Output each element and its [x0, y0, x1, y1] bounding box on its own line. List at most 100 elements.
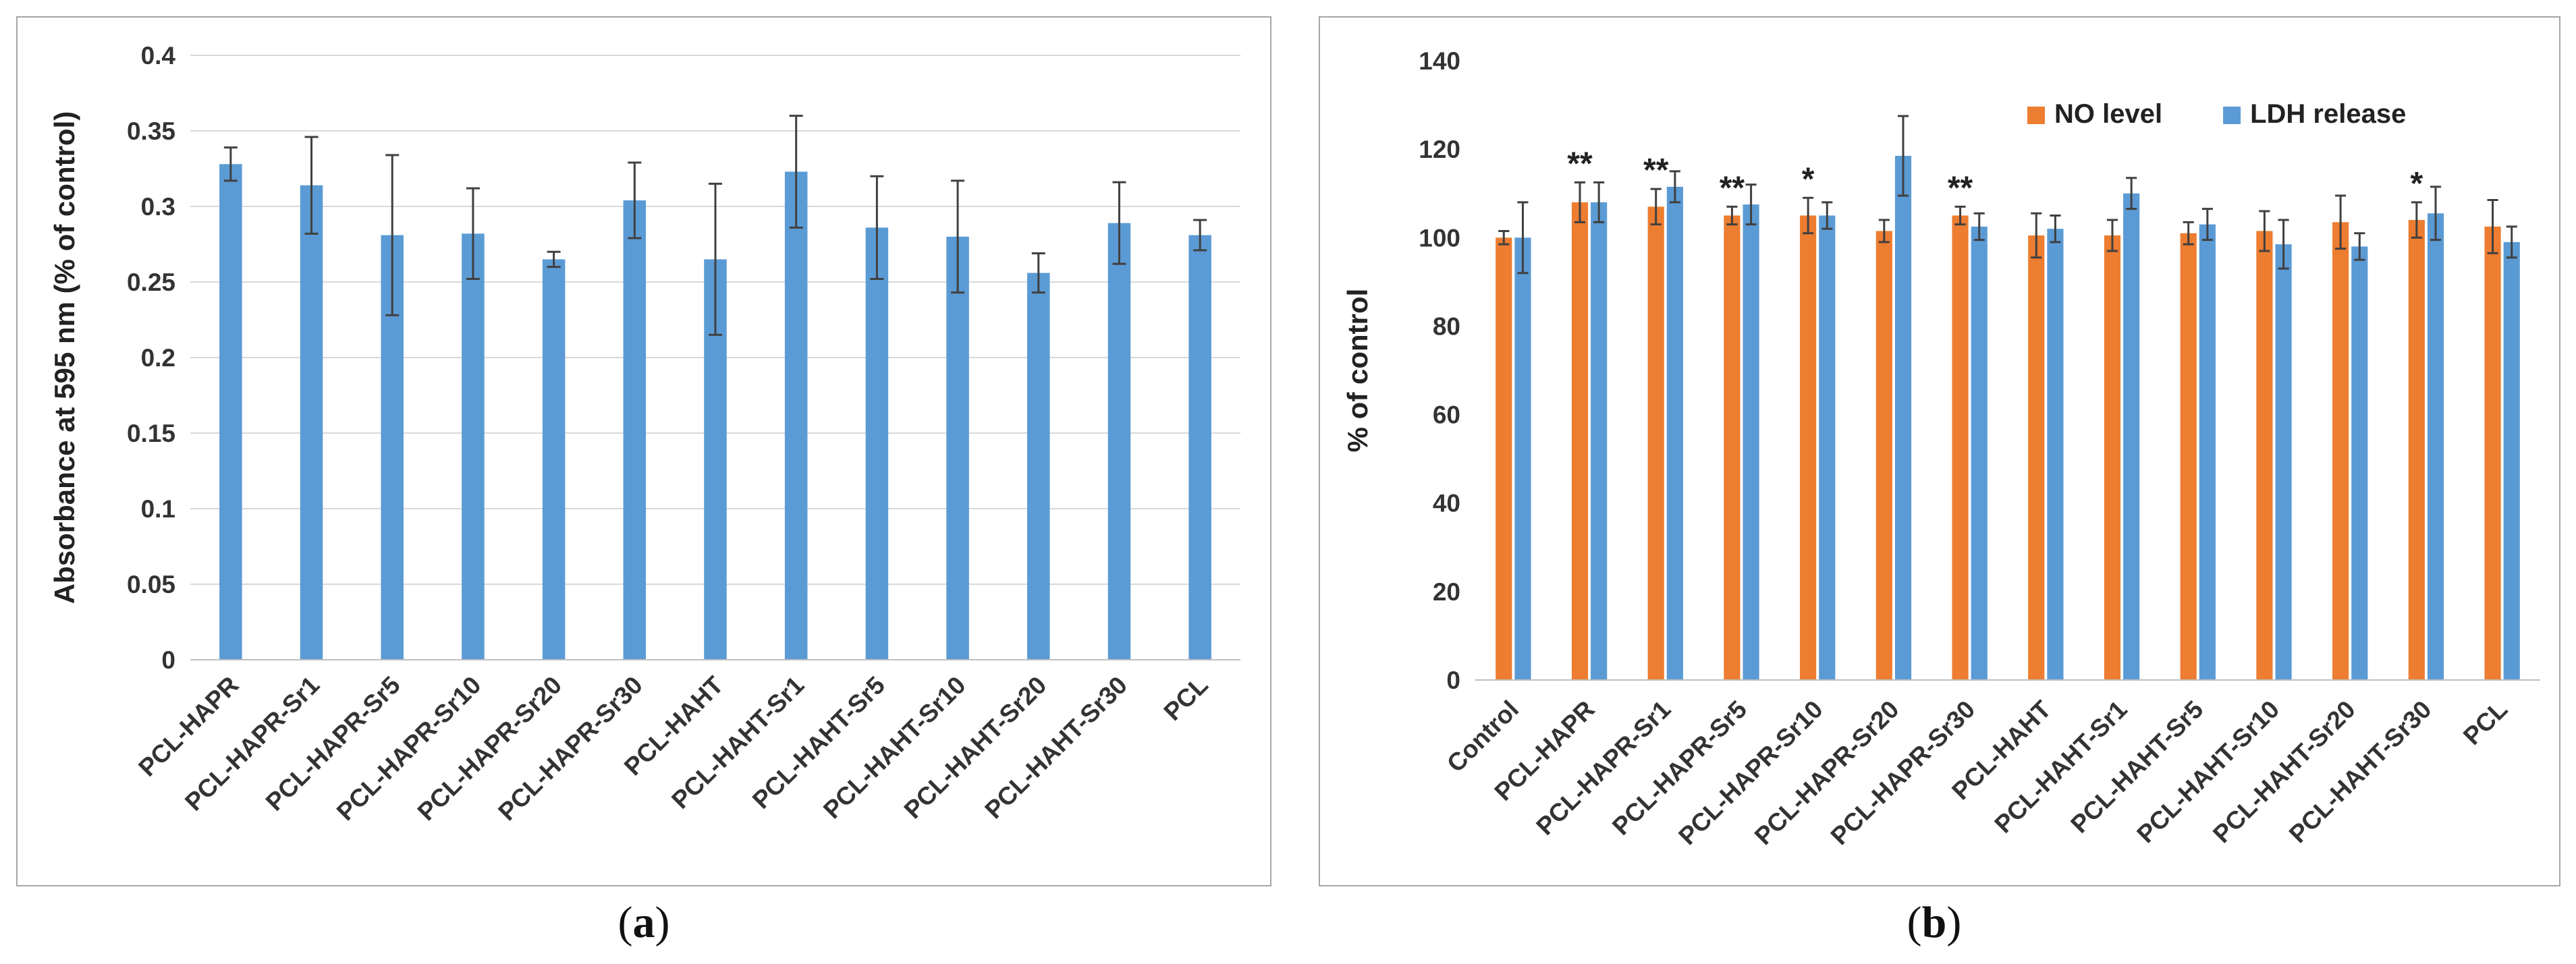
- panel-b-caption: (b): [1907, 898, 1962, 947]
- bar: [1819, 215, 1836, 680]
- bar: [2123, 193, 2140, 680]
- error-bar: [1726, 205, 1738, 226]
- bar: [2503, 242, 2520, 680]
- panel-b-frame: ** ** ** * ** * 0 20 40 60 80 100 120 140 Control PCL…: [1319, 16, 2560, 886]
- bar: [1188, 235, 1211, 660]
- legend-label: NO level: [2054, 99, 2162, 129]
- error-bar: [1650, 188, 1662, 226]
- error-bar: [2050, 215, 2061, 244]
- bar: [2180, 233, 2197, 680]
- error-bar: [1803, 196, 1814, 235]
- error-bar: [1821, 201, 1833, 230]
- y-tick-label: 0.15: [127, 420, 175, 447]
- error-bar: [2354, 232, 2365, 261]
- bar: [1591, 202, 1608, 680]
- x-tick-label: PCL-HAPR-Sr20: [412, 671, 568, 826]
- x-tick-label: PCL-HAPR-Sr30: [493, 671, 648, 826]
- bar: [2028, 235, 2045, 680]
- significance-marker: **: [1643, 152, 1669, 188]
- panel-a-caption: (a): [618, 898, 670, 947]
- bar: [1875, 231, 1892, 680]
- error-bar: [1593, 181, 1605, 223]
- x-tick-label: PCL-HAHT-Sr20: [899, 671, 1052, 824]
- error-bar: [1954, 205, 1966, 226]
- bar: [1666, 186, 1683, 681]
- y-tick-label: 60: [1433, 401, 1460, 429]
- error-bar: [2031, 212, 2042, 259]
- x-tick-label: PCL-HAPR-Sr20: [1749, 696, 1904, 851]
- bar: [542, 259, 566, 660]
- error-bar: [547, 250, 561, 268]
- bar: [300, 185, 323, 660]
- y-tick-label: 0.4: [141, 42, 176, 69]
- x-tick-label: PCL-HAHT-Sr20: [2208, 696, 2361, 849]
- bar: [1647, 206, 1664, 680]
- error-bar: [1973, 212, 1985, 242]
- bar: [1027, 273, 1050, 660]
- error-bar: [2411, 201, 2422, 239]
- y-tick-label: 20: [1433, 578, 1460, 606]
- bar: [2351, 246, 2368, 680]
- bar: [865, 227, 889, 660]
- bar: [1952, 215, 1969, 680]
- error-bar: [385, 154, 400, 316]
- y-tick-label: 120: [1419, 136, 1460, 163]
- bar: [2275, 244, 2292, 680]
- bar: [2104, 235, 2121, 680]
- x-tick-label: PCL-HAPR-Sr10: [331, 671, 487, 826]
- error-bar: [2506, 225, 2517, 259]
- error-bar: [951, 179, 965, 294]
- error-bar: [304, 136, 319, 235]
- error-bar: [2487, 199, 2498, 254]
- y-tick-label: 0: [161, 646, 175, 674]
- bar: [219, 164, 242, 660]
- legend-swatch: [2027, 107, 2045, 124]
- x-tick-label: PCL-HAHT-Sr5: [2065, 696, 2208, 839]
- error-bar: [789, 115, 803, 229]
- error-bar: [2126, 177, 2137, 210]
- x-tick-label: PCL-HAPR-Sr30: [1826, 696, 1981, 851]
- error-bar: [1112, 181, 1126, 265]
- legend-label: LDH release: [2250, 99, 2406, 129]
- bar: [2256, 231, 2273, 680]
- error-bar: [1517, 201, 1529, 275]
- y-tick-label: 0.1: [141, 495, 175, 523]
- y-tick-label: 140: [1419, 47, 1460, 75]
- bar: [784, 171, 808, 660]
- error-bar: [2183, 221, 2194, 246]
- x-tick-label: PCL-HAPR-Sr1: [1531, 696, 1676, 841]
- error-bar: [2430, 186, 2442, 242]
- x-tick-label: PCL-HAHT-Sr10: [2131, 696, 2284, 849]
- y-tick-label: 0.25: [127, 268, 175, 296]
- bar: [946, 236, 969, 660]
- chart-a-ylabel: Absorbance at 595 nm (% of control): [49, 111, 80, 604]
- bar: [462, 233, 485, 660]
- error-bar: [1498, 229, 1510, 246]
- y-tick-label: 0.2: [141, 344, 175, 372]
- x-tick-label: PCL-HAPR-Sr5: [261, 671, 406, 816]
- x-tick-label: PCL-HAPR-Sr10: [1673, 696, 1828, 851]
- x-tick-label: PCL-HAPR-Sr1: [180, 671, 325, 816]
- error-bar: [709, 182, 722, 336]
- chart-a: 00.050.10.150.20.250.30.350.4 PCL-HAPRPC…: [49, 42, 1240, 826]
- panel-a-frame: 0 0.05 0.1 0.15 0.2 0.25 0.3 0.35 0.4 PCL-HAPR PC…: [16, 16, 1271, 886]
- error-bar: [1193, 219, 1207, 252]
- bar: [2332, 222, 2349, 681]
- y-tick-label: 40: [1433, 490, 1460, 517]
- bar: [2199, 224, 2216, 681]
- error-bar: [1574, 181, 1586, 223]
- bar: [1514, 237, 1531, 680]
- bar: [2047, 229, 2064, 681]
- y-tick-label: 80: [1433, 312, 1460, 340]
- y-tick-label: 0.05: [127, 571, 175, 598]
- y-tick-label: 100: [1419, 224, 1460, 252]
- error-bar: [870, 175, 884, 281]
- error-bar: [223, 146, 238, 182]
- error-bar: [2259, 210, 2270, 252]
- error-bar: [2278, 219, 2289, 270]
- error-bar: [1745, 183, 1757, 226]
- bar: [1971, 226, 1988, 681]
- bar: [1107, 223, 1131, 660]
- x-tick-label: PCL: [1158, 671, 1213, 726]
